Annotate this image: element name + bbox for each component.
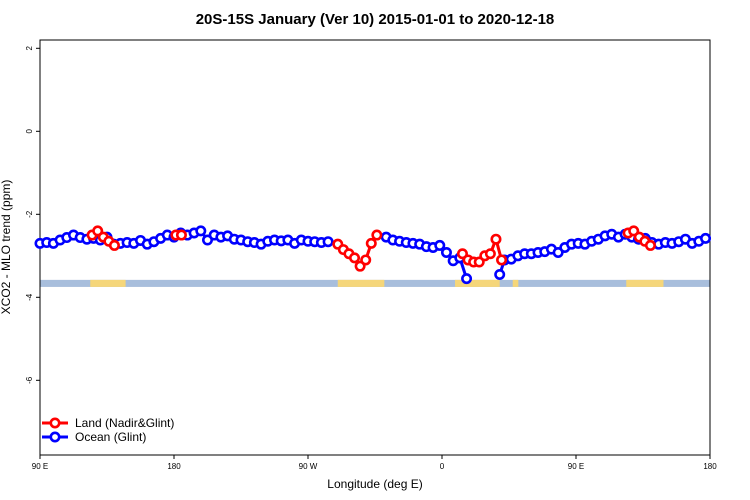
y-tick-label-1: 0 [25,129,34,134]
land-point-2-3 [349,252,361,264]
legend-ocean-marker [49,431,61,443]
land-point-0-4 [108,239,120,251]
x-tick-label-2: 90 W [299,462,318,471]
land-point-1-1 [175,229,187,241]
land-band-1 [337,279,385,287]
land-point-2-5 [360,254,372,266]
x-axis-label: Longitude (deg E) [327,477,422,491]
ocean-point-2-1 [461,273,473,285]
legend-ocean-label: Ocean (Glint) [75,430,146,444]
y-tick-label-3: -4 [25,293,34,301]
series-layer [34,225,712,285]
y-tick-label-0: 2 [25,46,34,51]
land-point-2-7 [371,229,383,241]
legend-land-label: Land (Nadir&Glint) [75,416,174,430]
ocean-point-1-8 [434,239,446,251]
x-tick-label-3: 0 [440,462,445,471]
x-tick-label-5: 180 [703,462,717,471]
ocean-point-3-31 [700,232,712,244]
land-band-2 [455,279,500,287]
ocean-point-1-9 [440,246,452,258]
ocean-point-0-43 [322,236,334,248]
plot-frame [39,39,711,456]
x-tick-label-1: 180 [167,462,181,471]
y-axis-label: XCO2 - MLO trend (ppm) [0,180,13,315]
x-tick-label-0: 90 E [32,462,48,471]
ocean-point-0-24 [195,225,207,237]
y-tick-label-4: -6 [25,376,34,384]
legend-land-marker [49,417,61,429]
land-point-4-4 [644,239,656,251]
land-band-4 [626,279,664,287]
y-axis-ticks: 2 0 -2 -4 -6 [25,46,40,384]
legend: Land (Nadir&Glint) Ocean (Glint) [42,416,174,444]
chart-title: 20S-15S January (Ver 10) 2015-01-01 to 2… [196,11,555,28]
land-point-3-6 [490,233,502,245]
y-tick-label-2: -2 [25,210,34,218]
x-tick-label-4: 90 E [568,462,584,471]
land-point-2-6 [365,237,377,249]
land-point-3-7 [496,254,508,266]
land-point-3-5 [484,248,496,260]
land-band-0 [90,279,126,287]
surface-band [40,279,710,287]
x-axis-ticks: 90 E 180 90 W 0 90 E 180 [32,455,717,471]
ocean-point-3-0 [494,268,506,280]
land-band-3 [512,279,519,287]
